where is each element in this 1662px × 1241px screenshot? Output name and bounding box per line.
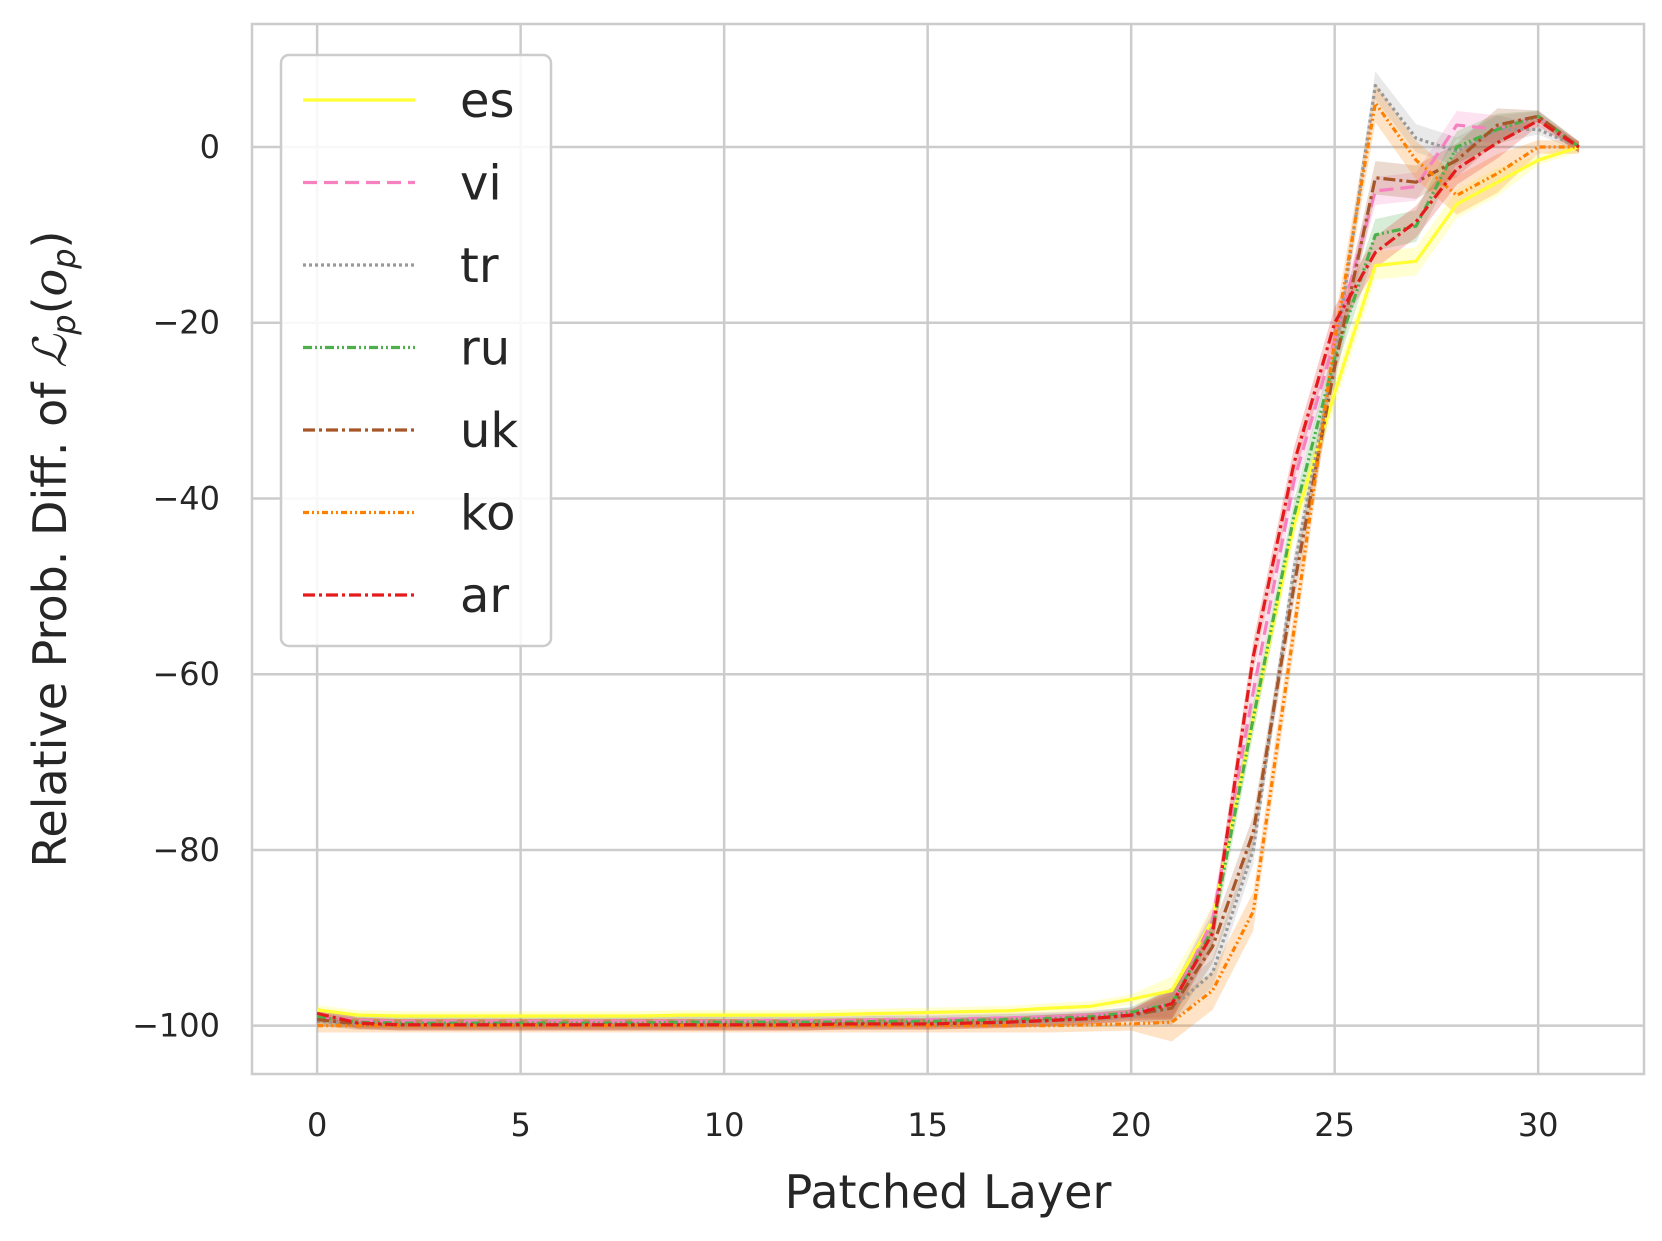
legend-label-ar: ar — [460, 568, 509, 624]
series-line-ru — [316, 114, 1580, 1025]
y-axis-label-prefix: Relative Prob. Diff. of — [23, 368, 77, 868]
y-tick-label: −80 — [152, 831, 220, 869]
legend-label-ru: ru — [460, 321, 510, 377]
x-tick-label: 10 — [704, 1106, 745, 1144]
y-axis-label-o: o — [23, 269, 77, 297]
legend-label-vi: vi — [460, 156, 502, 212]
legend-label-tr: tr — [460, 238, 499, 294]
legend: es vi tr ru uk ko ar — [279, 53, 553, 648]
x-axis-label: Patched Layer — [785, 1165, 1112, 1219]
series-lines — [316, 83, 1580, 1028]
legend-label-uk: uk — [460, 403, 518, 459]
plot-frame — [250, 22, 1646, 1076]
y-axis-label-math: ℒ — [23, 334, 77, 368]
y-axis-label: Relative Prob. Diff. of ℒp(op) — [23, 230, 83, 867]
x-tick-label: 25 — [1314, 1106, 1355, 1144]
y-axis-label-open-paren: ( — [23, 296, 77, 314]
y-tick-label: −60 — [152, 655, 220, 693]
x-tick-label: 15 — [907, 1106, 948, 1144]
y-axis-label-close-paren: ) — [23, 230, 77, 248]
x-tick-label: 0 — [307, 1106, 327, 1144]
y-axis-label-subscript: p — [45, 314, 83, 335]
legend-label-es: es — [460, 73, 515, 129]
y-tick-label: −40 — [152, 479, 220, 517]
series-line-es — [316, 145, 1580, 1018]
y-tick-label: 0 — [200, 128, 220, 166]
x-tick-label: 5 — [510, 1106, 530, 1144]
x-tick-label: 20 — [1111, 1106, 1152, 1144]
tick-labels: 0 5 10 15 20 25 30 −100 −80 −60 −40 −20 0 — [132, 128, 1558, 1144]
x-tick-label: 30 — [1518, 1106, 1559, 1144]
legend-box — [279, 53, 553, 648]
series-line-vi — [316, 114, 1580, 1023]
y-tick-label: −20 — [152, 304, 220, 342]
series-line-ar — [316, 119, 1580, 1027]
band-ko — [317, 83, 1579, 1042]
legend-label-ko: ko — [460, 486, 515, 542]
y-axis-label-o-subscript: p — [45, 248, 83, 269]
y-tick-label: −100 — [132, 1007, 220, 1045]
